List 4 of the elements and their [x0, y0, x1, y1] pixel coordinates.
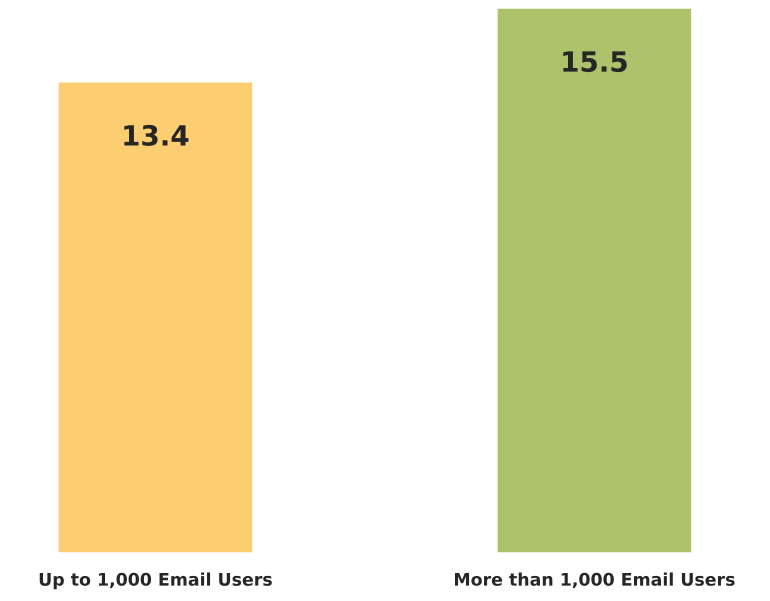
x-tick-label: Up to 1,000 Email Users — [40, 572, 272, 590]
data-label: 13.4 — [124, 124, 188, 146]
data-label: 15.5 — [563, 51, 627, 72]
x-tick-label: More than 1,000 Email Users — [454, 572, 735, 588]
